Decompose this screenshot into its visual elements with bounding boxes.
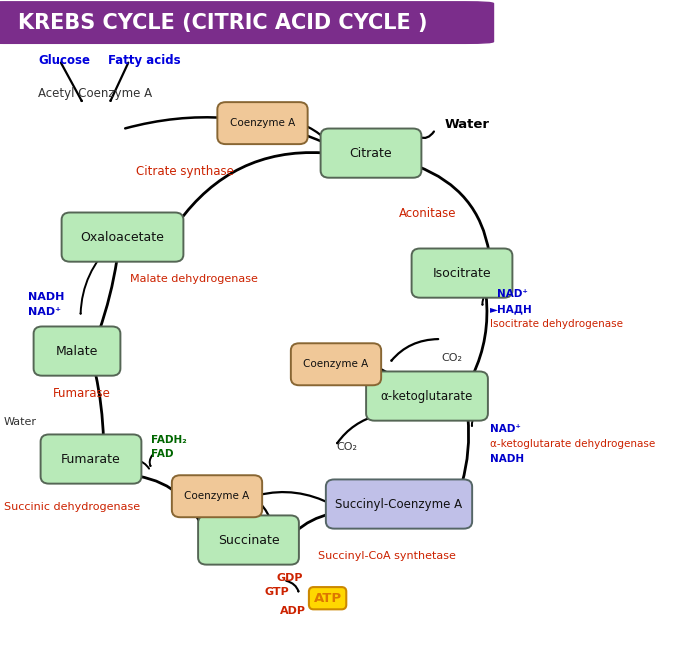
FancyBboxPatch shape xyxy=(290,343,381,385)
Text: NAD⁺: NAD⁺ xyxy=(490,424,521,434)
Text: Coenzyme A: Coenzyme A xyxy=(184,491,250,501)
Text: NADH: NADH xyxy=(490,454,524,464)
Text: Acetyl Coenzyme A: Acetyl Coenzyme A xyxy=(38,86,153,99)
Text: GDP: GDP xyxy=(276,573,303,583)
Text: Succinyl-Coenzyme A: Succinyl-Coenzyme A xyxy=(335,497,463,511)
Text: Aconitase: Aconitase xyxy=(399,206,456,219)
Text: ADP: ADP xyxy=(280,606,306,617)
Text: NAD⁺: NAD⁺ xyxy=(28,307,61,317)
Text: CO₂: CO₂ xyxy=(441,353,462,363)
Text: ►НАДH: ►НАДH xyxy=(490,304,533,314)
FancyBboxPatch shape xyxy=(326,479,472,529)
Text: CO₂: CO₂ xyxy=(336,442,357,452)
Text: Isocitrate: Isocitrate xyxy=(433,266,491,279)
Text: Citrate: Citrate xyxy=(350,146,392,159)
Text: GTP: GTP xyxy=(265,587,289,597)
Text: Succinate: Succinate xyxy=(218,533,279,546)
Text: Fumarate: Fumarate xyxy=(61,453,121,466)
Text: Isocitrate dehydrogenase: Isocitrate dehydrogenase xyxy=(490,319,623,329)
Text: Water: Water xyxy=(4,417,36,427)
FancyBboxPatch shape xyxy=(0,2,494,43)
Text: FAD: FAD xyxy=(150,450,173,459)
FancyBboxPatch shape xyxy=(412,248,512,298)
FancyBboxPatch shape xyxy=(321,128,421,178)
Text: Malate dehydrogenase: Malate dehydrogenase xyxy=(130,274,258,284)
Text: α-ketoglutarate dehydrogenase: α-ketoglutarate dehydrogenase xyxy=(490,439,655,449)
Text: Succinyl-CoA synthetase: Succinyl-CoA synthetase xyxy=(318,551,456,561)
Text: Succinic dehydrogenase: Succinic dehydrogenase xyxy=(4,502,139,512)
Text: Coenzyme A: Coenzyme A xyxy=(230,118,295,128)
Text: NADH: NADH xyxy=(28,292,64,302)
FancyBboxPatch shape xyxy=(172,475,262,517)
Text: FADH₂: FADH₂ xyxy=(150,435,186,445)
FancyBboxPatch shape xyxy=(366,372,488,421)
Text: Glucose: Glucose xyxy=(38,54,90,66)
Text: Fatty acids: Fatty acids xyxy=(108,54,181,66)
Text: Coenzyme A: Coenzyme A xyxy=(303,359,369,370)
FancyBboxPatch shape xyxy=(198,515,299,564)
FancyBboxPatch shape xyxy=(34,326,120,375)
Text: Water: Water xyxy=(444,118,489,131)
Text: ATP: ATP xyxy=(314,591,342,605)
Text: Fumarase: Fumarase xyxy=(52,386,111,399)
Text: NAD⁺: NAD⁺ xyxy=(497,289,528,299)
FancyBboxPatch shape xyxy=(41,435,141,484)
FancyBboxPatch shape xyxy=(62,212,183,262)
Text: Citrate synthase: Citrate synthase xyxy=(136,164,234,177)
Text: KREBS CYCLE (CITRIC ACID CYCLE ): KREBS CYCLE (CITRIC ACID CYCLE ) xyxy=(18,12,427,33)
Text: Malate: Malate xyxy=(56,344,98,357)
Text: Oxaloacetate: Oxaloacetate xyxy=(80,231,164,244)
FancyBboxPatch shape xyxy=(217,102,307,144)
Text: α-ketoglutarate: α-ketoglutarate xyxy=(381,390,473,402)
